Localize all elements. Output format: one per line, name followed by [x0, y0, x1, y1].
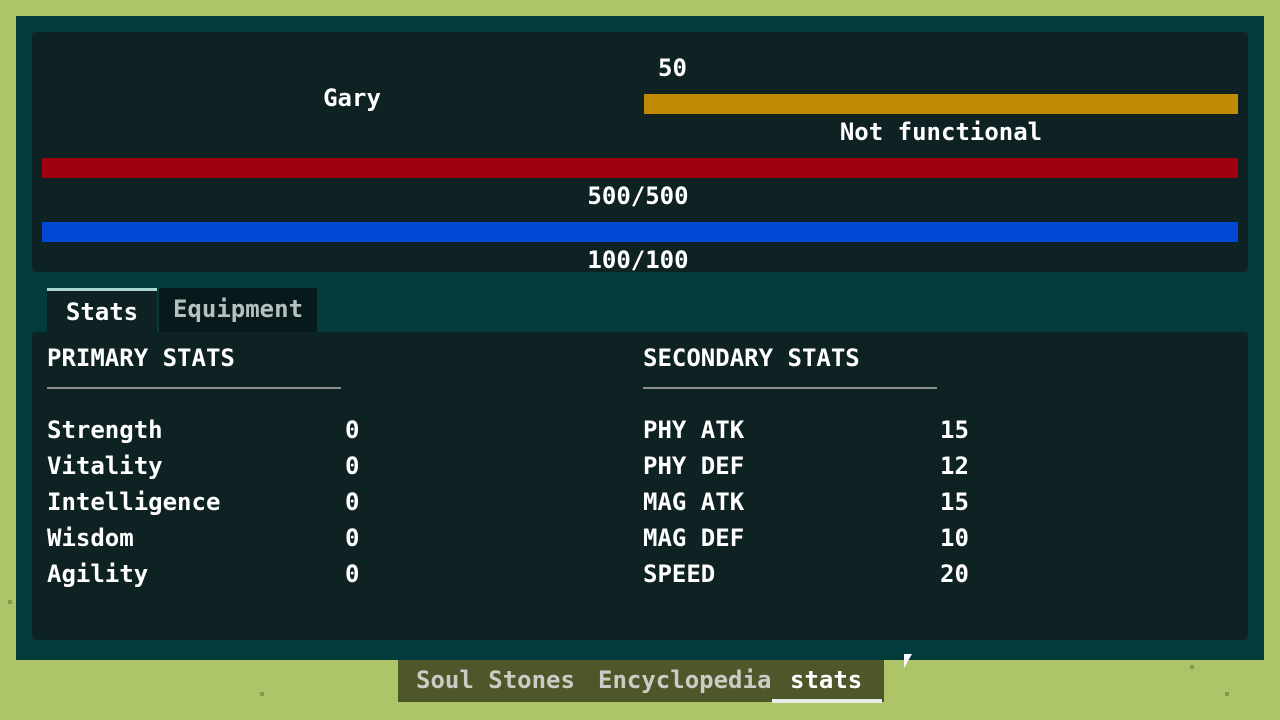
stat-label: SPEED: [643, 560, 716, 588]
mp-bar: [42, 222, 1238, 242]
secondary-divider: [643, 387, 937, 389]
bottom-tab-soul-stones[interactable]: Soul Stones: [416, 666, 575, 694]
stats-panel: PRIMARY STATS Strength 0 Vitality 0 Intellig…: [32, 332, 1248, 640]
status-bar: [644, 94, 1238, 114]
character-name: Gary: [323, 84, 381, 112]
primary-divider: [47, 387, 341, 389]
stat-label: MAG DEF: [643, 524, 745, 552]
hp-bar: [42, 158, 1238, 178]
grass-tuft: [1190, 665, 1194, 669]
stat-label: PHY ATK: [643, 416, 745, 444]
hp-bar-fill: [42, 158, 1238, 178]
stat-value: 15: [940, 488, 969, 516]
stat-value: 20: [940, 560, 969, 588]
bottom-tab-stats[interactable]: stats: [790, 666, 863, 694]
tab-stats[interactable]: Stats: [47, 288, 157, 332]
status-bar-fill: [644, 94, 1238, 114]
stat-label: PHY DEF: [643, 452, 745, 480]
grass-tuft: [8, 600, 12, 604]
status-text: Not functional: [839, 118, 1043, 146]
mp-bar-fill: [42, 222, 1238, 242]
bottom-menu: Soul Stones Encyclopedia stats: [398, 660, 884, 702]
hp-text: 500/500: [587, 182, 689, 210]
stat-value: 0: [345, 488, 360, 516]
stat-value: 15: [940, 416, 969, 444]
stat-label: Vitality: [47, 452, 163, 480]
stat-label: Wisdom: [47, 524, 134, 552]
stat-value: 0: [345, 524, 360, 552]
tab-equipment[interactable]: Equipment: [159, 288, 317, 332]
stat-label: Intelligence: [47, 488, 221, 516]
stat-value: 0: [345, 452, 360, 480]
secondary-stats-title: SECONDARY STATS: [643, 344, 860, 372]
bottom-tab-encyclopedia[interactable]: Encyclopedia: [598, 666, 772, 694]
stat-label: Agility: [47, 560, 149, 588]
grass-tuft: [260, 692, 264, 696]
stat-value: 0: [345, 560, 360, 588]
character-header: Gary 50 Not functional 500/500 100/100: [32, 32, 1248, 274]
stat-value: 10: [940, 524, 969, 552]
primary-stats-title: PRIMARY STATS: [47, 344, 235, 372]
character-stats-window: Gary 50 Not functional 500/500 100/100 S…: [16, 16, 1264, 660]
character-level: 50: [658, 54, 687, 82]
stat-label: MAG ATK: [643, 488, 745, 516]
active-tab-underline: [772, 699, 882, 703]
grass-tuft: [1225, 692, 1229, 696]
stat-value: 12: [940, 452, 969, 480]
mouse-cursor-icon: [904, 654, 912, 668]
stat-value: 0: [345, 416, 360, 444]
stat-label: Strength: [47, 416, 163, 444]
mp-text: 100/100: [587, 246, 689, 274]
